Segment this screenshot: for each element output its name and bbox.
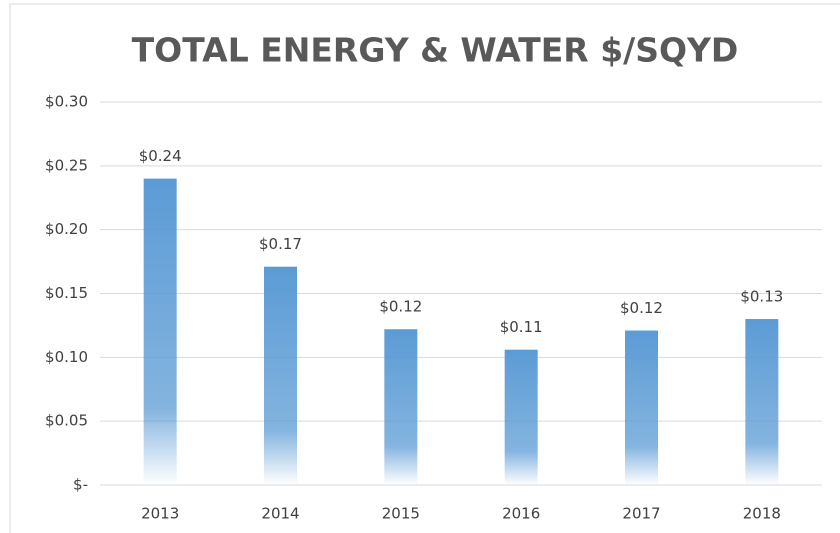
chart-border — [9, 3, 840, 533]
data-label: $0.12 — [379, 298, 422, 316]
x-tick-label: 2016 — [502, 505, 540, 523]
x-tick-label: 2018 — [743, 505, 781, 523]
data-label: $0.17 — [259, 235, 302, 253]
data-label: $0.13 — [740, 288, 783, 306]
bar — [384, 329, 418, 485]
bar — [504, 349, 538, 485]
data-label: $0.12 — [620, 299, 663, 317]
bar — [264, 266, 297, 485]
bar — [625, 330, 658, 485]
y-tick-label: $- — [73, 476, 88, 494]
y-tick-label: $0.10 — [45, 348, 88, 366]
y-tick-label: $0.20 — [45, 220, 88, 238]
data-label: $0.11 — [500, 318, 543, 336]
y-tick-label: $0.05 — [45, 412, 88, 430]
data-label: $0.24 — [139, 147, 182, 165]
bar — [745, 319, 779, 485]
x-tick-label: 2014 — [261, 505, 299, 523]
x-tick-label: 2013 — [141, 505, 179, 523]
chart-title: TOTAL ENERGY & WATER $/SQYD — [132, 31, 739, 70]
y-tick-label: $0.30 — [45, 93, 88, 111]
x-tick-label: 2015 — [382, 505, 420, 523]
y-tick-label: $0.25 — [45, 156, 88, 174]
y-tick-label: $0.15 — [45, 284, 88, 302]
bar — [143, 178, 177, 485]
x-tick-label: 2017 — [622, 505, 660, 523]
